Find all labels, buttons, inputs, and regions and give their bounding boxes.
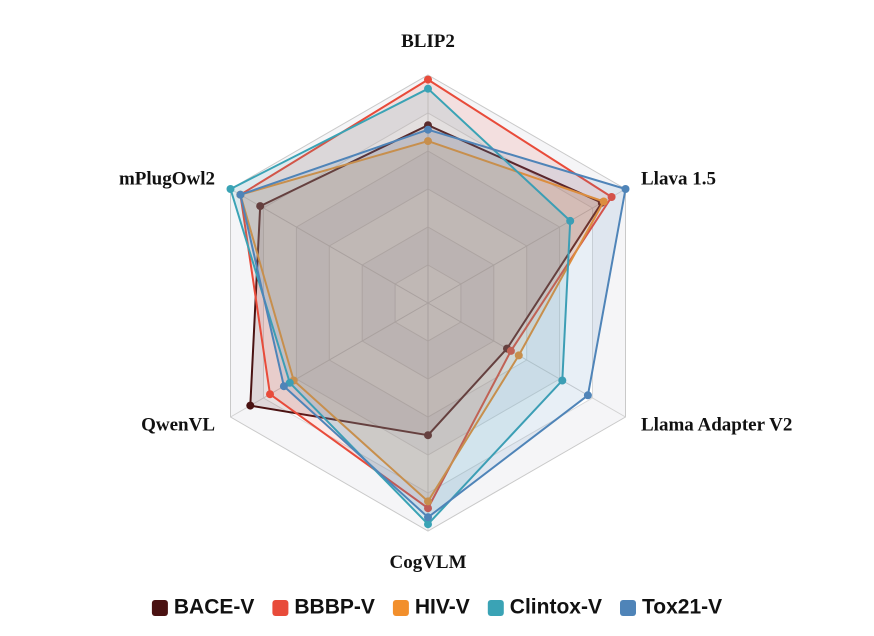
series-area: [239, 128, 627, 519]
data-point: [246, 401, 255, 410]
axis-label: QwenVL: [141, 414, 215, 435]
data-point: [621, 185, 630, 193]
legend: BACE-V BBBP-V HIV-V Clintox-V Tox21-V: [151, 596, 722, 619]
legend-swatch: [487, 600, 504, 616]
radar-series: [226, 75, 630, 529]
legend-swatch: [620, 600, 636, 616]
axis-labels: BLIP2 Llava 1.5 Llama Adapter V2 CogVLM Qwen…: [119, 31, 792, 573]
data-point: [514, 351, 523, 360]
grid-spoke-1: [427, 188, 626, 304]
data-point: [285, 378, 294, 387]
data-point: [424, 513, 432, 522]
data-point: [558, 376, 567, 385]
data-point: [424, 497, 432, 506]
legend-item: Clintox-V: [487, 596, 602, 619]
legend-label: Tox21-V: [642, 596, 722, 619]
data-point: [599, 197, 608, 206]
grid-spoke-4: [230, 302, 429, 418]
data-point: [256, 202, 265, 211]
legend-item: BBBP-V: [272, 596, 375, 619]
series-4: [236, 125, 630, 522]
legend-item: HIV-V: [392, 596, 470, 619]
data-point: [424, 75, 432, 84]
axis-label: Llama Adapter V2: [641, 414, 792, 435]
data-point: [279, 382, 288, 391]
series-3: [226, 84, 575, 529]
legend-label: HIV-V: [415, 596, 470, 619]
axis-label: CogVLM: [389, 552, 466, 573]
data-point: [424, 125, 432, 134]
data-point: [424, 504, 432, 513]
data-point: [236, 190, 245, 199]
legend-label: Clintox-V: [510, 596, 602, 619]
axis-label: mPlugOwl2: [119, 168, 215, 189]
data-point: [424, 84, 432, 93]
legend-label: BACE-V: [174, 596, 255, 619]
legend-item: Tox21-V: [620, 596, 722, 619]
data-point: [266, 390, 274, 399]
legend-swatch: [151, 600, 168, 616]
data-point: [424, 431, 432, 440]
data-point: [226, 185, 235, 193]
legend-swatch: [392, 600, 409, 616]
data-point: [583, 391, 592, 400]
data-point: [424, 137, 432, 146]
data-point: [607, 193, 616, 201]
axis-label: Llava 1.5: [641, 168, 716, 189]
grid-spoke-2: [427, 302, 626, 418]
legend-swatch: [272, 600, 289, 616]
data-point: [506, 346, 515, 355]
legend-label: BBBP-V: [294, 596, 375, 619]
legend-item: BACE-V: [151, 596, 255, 619]
data-point: [424, 520, 432, 529]
data-point: [566, 216, 575, 225]
axis-label: BLIP2: [401, 31, 455, 52]
